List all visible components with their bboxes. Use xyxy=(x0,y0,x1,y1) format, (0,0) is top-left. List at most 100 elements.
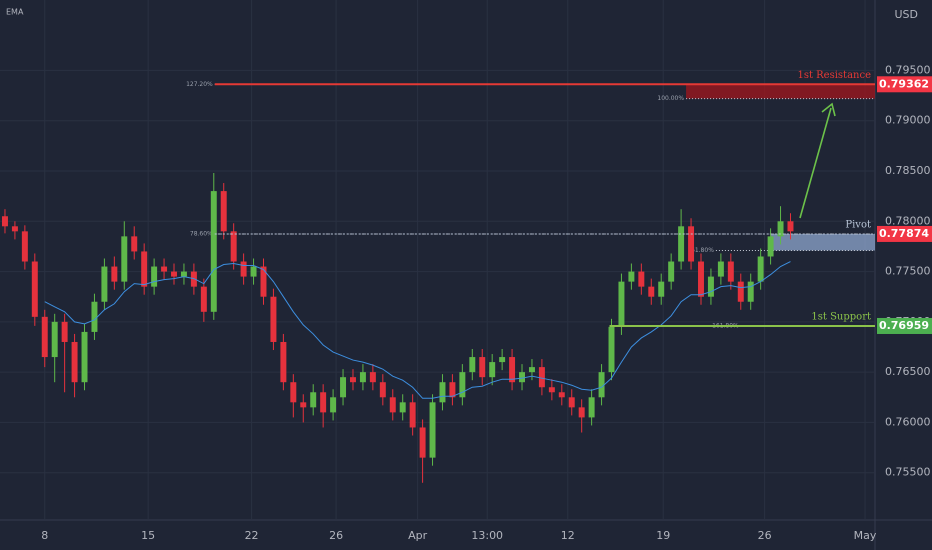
candle-body xyxy=(469,357,476,373)
candle-body xyxy=(31,261,38,317)
y-tick-label: 0.77500 xyxy=(885,265,931,278)
candle-body xyxy=(658,281,665,297)
fib-label: 78.60% xyxy=(190,230,213,237)
candle-body xyxy=(350,377,356,383)
candle-body xyxy=(379,382,386,398)
candle-body xyxy=(767,236,774,257)
candle-body xyxy=(101,266,108,302)
candle-body xyxy=(310,392,317,408)
candle-body xyxy=(648,286,655,297)
candle-body xyxy=(787,221,794,232)
candle-body xyxy=(698,261,704,297)
candle-body xyxy=(260,266,267,297)
candle-body xyxy=(51,321,58,358)
zone xyxy=(770,233,875,251)
x-tick-label: 8 xyxy=(41,529,48,542)
candle-body xyxy=(688,226,695,262)
candle-body xyxy=(707,276,714,297)
candle-body xyxy=(578,407,585,418)
candle-body xyxy=(678,226,685,262)
candle-body xyxy=(499,357,506,363)
level-name: Pivot xyxy=(845,219,871,230)
candle-body xyxy=(111,266,118,282)
candle-body xyxy=(618,281,625,327)
candle-body xyxy=(409,402,416,428)
candle-body xyxy=(290,382,297,403)
candle-body xyxy=(429,402,436,458)
candle-body xyxy=(419,427,426,458)
level-name: 1st Support xyxy=(811,311,871,322)
candle-body xyxy=(230,231,237,262)
candle-body xyxy=(200,286,207,312)
zone xyxy=(686,84,875,99)
candle-body xyxy=(399,402,406,413)
fib-label: 61.80% xyxy=(691,247,714,254)
candle-body xyxy=(1,216,8,227)
candle-body xyxy=(668,261,675,282)
candle-body xyxy=(151,266,158,287)
currency-label: USD xyxy=(894,8,918,21)
candle-body xyxy=(161,266,168,272)
candle-body xyxy=(300,402,307,408)
y-tick-label: 0.79000 xyxy=(885,114,931,127)
price-label: 0.79362 xyxy=(879,77,929,90)
y-tick-label: 0.75500 xyxy=(885,466,931,479)
candle-body xyxy=(359,372,366,383)
candle-body xyxy=(320,392,327,413)
candle-body xyxy=(369,372,376,383)
x-tick-label: 13:00 xyxy=(471,529,503,542)
candle-body xyxy=(171,271,177,277)
candle-body xyxy=(91,301,98,332)
fib-label: 127.20% xyxy=(186,81,213,88)
candle-body xyxy=(737,281,744,302)
arrow-head xyxy=(821,102,836,117)
x-tick-label: 22 xyxy=(245,529,259,542)
candle-body xyxy=(389,397,396,413)
candle-body xyxy=(11,226,18,232)
ema-line xyxy=(44,261,791,399)
price-label-bg xyxy=(877,225,932,242)
candle-body xyxy=(747,281,754,302)
x-tick-label: 26 xyxy=(758,529,772,542)
x-tick-label: 19 xyxy=(656,529,670,542)
candle-body xyxy=(628,271,635,282)
candle-body xyxy=(638,271,645,287)
candle-body xyxy=(588,397,595,418)
candle-body xyxy=(270,296,277,342)
price-label-bg xyxy=(877,76,932,93)
candle-body xyxy=(727,261,734,282)
candle-body xyxy=(717,261,724,277)
candle-body xyxy=(548,387,555,393)
price-label: 0.76959 xyxy=(879,319,929,332)
candle-body xyxy=(330,397,337,413)
x-tick-label: Apr xyxy=(408,529,428,542)
y-tick-label: 0.78000 xyxy=(885,214,931,227)
candle-body xyxy=(210,191,217,312)
candle-body xyxy=(61,321,68,342)
candle-body xyxy=(509,357,516,383)
candle-body xyxy=(141,251,148,287)
x-tick-label: 12 xyxy=(561,529,575,542)
y-tick-label: 0.79500 xyxy=(885,63,931,76)
fib-label: 100.00% xyxy=(657,95,684,102)
x-tick-label: 15 xyxy=(141,529,155,542)
candle-body xyxy=(180,271,187,277)
candle-body xyxy=(528,367,535,373)
candle-body xyxy=(131,236,138,252)
y-tick-label: 0.76000 xyxy=(885,415,931,428)
price-label: 0.77874 xyxy=(879,227,929,240)
x-tick-label: 26 xyxy=(329,529,343,542)
candle-body xyxy=(608,326,615,373)
candle-body xyxy=(250,266,257,277)
candle-body xyxy=(538,367,545,388)
candle-body xyxy=(558,392,565,398)
candle-body xyxy=(340,377,347,398)
candle-body xyxy=(777,221,784,237)
candle-body xyxy=(21,231,28,262)
candle-body xyxy=(121,236,128,282)
y-tick-label: 0.78500 xyxy=(885,164,931,177)
candle-body xyxy=(598,372,605,398)
x-tick-label: May xyxy=(854,529,877,542)
